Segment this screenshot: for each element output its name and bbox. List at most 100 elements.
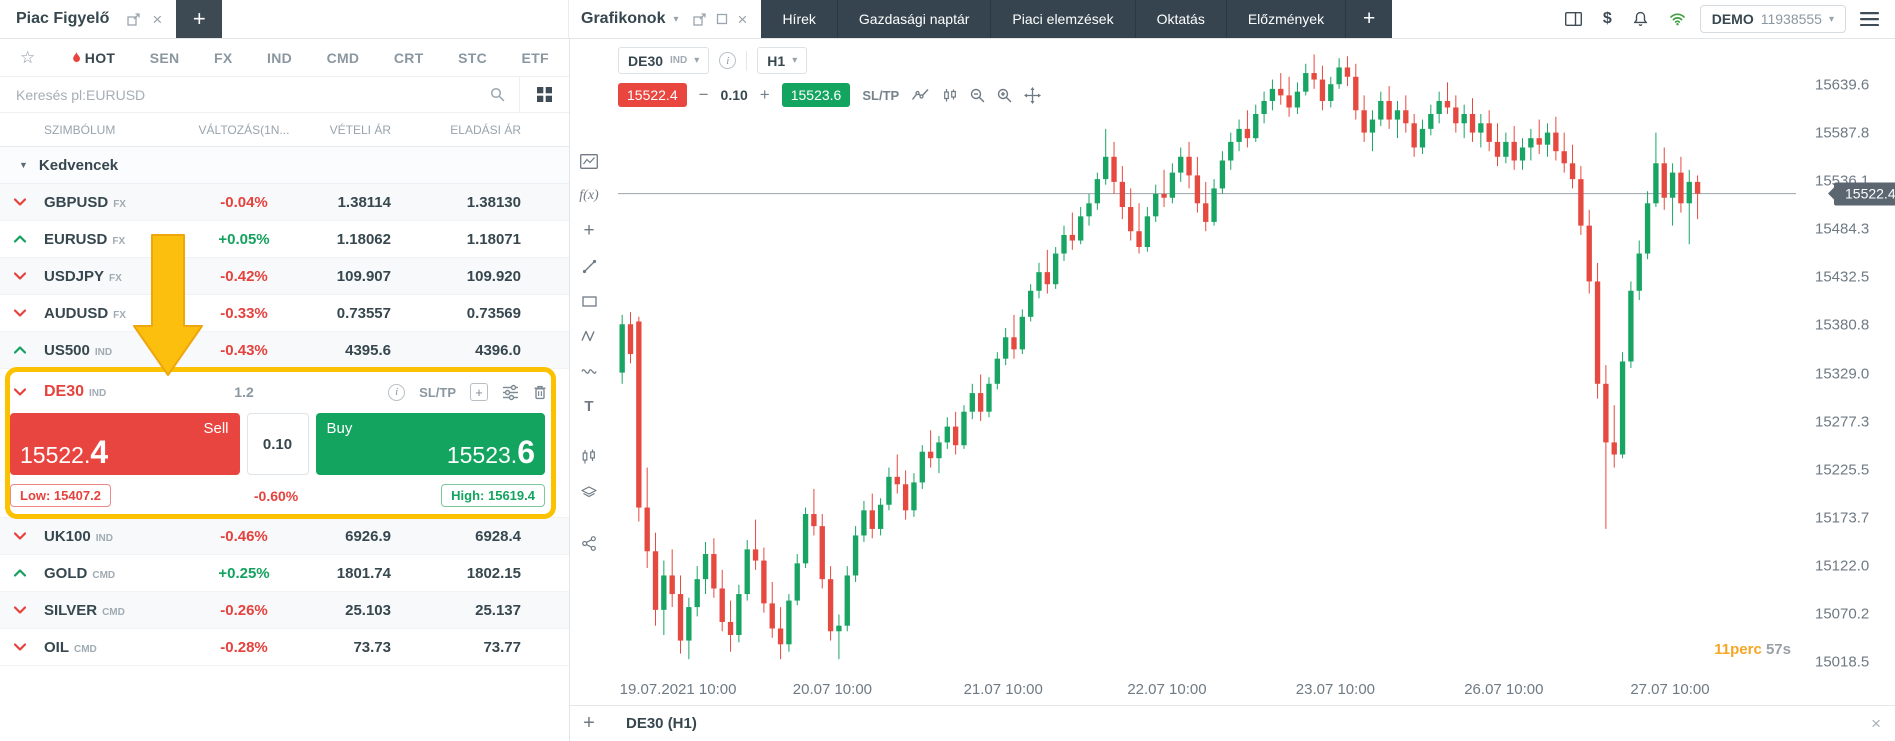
nav-economic-calendar[interactable]: Gazdasági naptár [838,0,992,38]
favorites-star-icon[interactable]: ☆ [20,47,36,67]
buy-price-badge[interactable]: 15523.6 [781,83,851,107]
watchlist-row[interactable]: US500 IND -0.43% 4395.6 4396.0 [0,332,569,369]
volume-value[interactable]: 0.10 [720,87,748,103]
column-change[interactable]: VÁLTOZÁS(1N... [198,122,290,137]
cashier-icon[interactable]: $ [1602,10,1612,27]
sltp-toggle[interactable]: SL/TP [862,87,900,103]
settings-sliders-icon[interactable] [502,384,519,401]
watchlist-row[interactable]: GOLD CMD +0.25% 1801.74 1802.15 [0,555,569,592]
chart-area[interactable]: DE30 IND ▾ i H1 ▾ 15522.4 − 0.10 + 15523… [608,39,1895,705]
add-chart-tab-button[interactable]: + [583,712,595,734]
candle-pattern-icon[interactable] [578,447,600,467]
ask-price: 109.920 [466,267,521,285]
watchlist-row[interactable]: EURUSD FX +0.05% 1.18062 1.18071 [0,221,569,258]
change-percent: -0.26% [220,601,268,619]
zoom-out-icon[interactable] [970,88,985,103]
chevron-down-icon: ▾ [694,55,700,66]
menu-icon[interactable] [1860,12,1879,26]
sell-price-badge[interactable]: 15522.4 [618,83,687,107]
watchlist-row[interactable]: SILVER CMD -0.26% 25.103 25.137 [0,592,569,629]
timeframe-selector[interactable]: H1 ▾ [757,47,808,74]
text-tool-icon[interactable]: T [584,397,594,415]
tab-crt[interactable]: CRT [393,49,424,66]
bell-icon[interactable] [1633,11,1648,27]
close-tab-icon[interactable]: × [1871,713,1881,733]
watchlist-row[interactable]: AUDUSD FX -0.33% 0.73557 0.73569 [0,295,569,332]
candle-chart-type-icon[interactable] [942,88,958,103]
layout-icon[interactable] [1564,12,1582,26]
watchlist-row[interactable]: USDJPY FX -0.42% 109.907 109.920 [0,258,569,295]
add-order-icon[interactable]: + [470,383,488,401]
watchlist-row[interactable]: OIL CMD -0.28% 73.73 73.77 [0,629,569,666]
nav-education[interactable]: Oktatás [1136,0,1227,38]
bid-price: 73.73 [353,638,391,656]
volume-decrease-button[interactable]: − [698,85,709,104]
tab-cmd[interactable]: CMD [326,49,360,66]
search-icon[interactable] [490,87,505,102]
sltp-toggle[interactable]: SL/TP [419,384,456,400]
nav-market-analysis[interactable]: Piaci elemzések [991,0,1136,38]
column-ask[interactable]: ELADÁSI ÁR [450,122,521,137]
view-mode-grid-icon[interactable] [519,77,569,112]
current-price-label: 15522.4 [1834,182,1895,206]
zoom-in-icon[interactable] [997,88,1012,103]
buy-button[interactable]: Buy 15523. 6 [315,413,545,475]
time-axis[interactable]: 19.07.2021 10:00 20.07 10:00 21.07 10:00 22… [619,681,1710,698]
popout-icon[interactable] [127,12,141,26]
watchlist-row[interactable]: UK100 IND -0.46% 6926.9 6928.4 [0,518,569,555]
tab-fx[interactable]: FX [213,49,233,66]
add-tool-icon[interactable]: + [583,220,595,241]
rectangle-tool-icon[interactable] [578,291,600,311]
chart-panel: f(x) + T [569,39,1895,741]
tab-sen[interactable]: SEN [149,49,180,66]
tab-ind[interactable]: IND [267,49,293,66]
candlestick-chart[interactable] [618,47,1796,675]
daily-high-badge: High: 15619.4 [441,484,545,507]
tab-etf[interactable]: ETF [521,49,549,66]
share-icon[interactable] [578,533,600,553]
popout-icon[interactable] [692,12,706,26]
nav-news[interactable]: Hírek [761,0,838,38]
chart-panel-title[interactable]: Grafikonok [581,10,666,27]
line-chart-type-icon[interactable] [911,88,930,102]
tab-stc[interactable]: STC [458,49,488,66]
trend-chevron-icon [14,388,44,396]
symbol-class: CMD [102,606,125,618]
column-symbol[interactable]: SZIMBÓLUM [44,122,116,137]
bid-price: 109.907 [336,267,391,285]
trash-icon[interactable] [533,385,547,400]
info-icon[interactable]: i [719,52,737,69]
instrument-selector[interactable]: DE30 IND ▾ [618,47,710,74]
pan-move-icon[interactable] [1024,86,1042,104]
search-input[interactable] [0,77,476,112]
nav-add-tab[interactable]: + [1362,7,1376,30]
tab-hot[interactable]: HOT [70,50,115,66]
symbol-class: IND [94,346,113,358]
watchlist-row[interactable]: GBPUSD FX -0.04% 1.38114 1.38130 [0,184,569,221]
close-chart-icon[interactable]: × [737,9,748,29]
ask-price: 6928.4 [475,527,521,545]
close-panel-icon[interactable]: × [152,9,163,29]
pattern-zigzag-icon[interactable] [578,326,600,346]
account-selector[interactable]: DEMO 11938555 ▾ [1699,5,1846,33]
trendline-tool-icon[interactable] [578,256,600,276]
chart-tab-de30-h1[interactable]: DE30 (H1) [626,715,697,732]
layers-icon[interactable] [578,482,600,502]
daily-low-badge: Low: 15407.2 [10,484,111,507]
maximize-icon[interactable] [716,13,728,25]
info-icon[interactable]: i [388,383,406,401]
connection-wifi-icon[interactable] [1669,12,1686,26]
wave-tool-icon[interactable] [578,361,600,381]
chart-view-icon[interactable] [578,151,600,171]
add-watchlist-tab[interactable]: + [176,0,223,38]
volume-input[interactable]: 0.10 [246,413,309,475]
price-axis[interactable]: 15639.6 15587.8 15536.1 15484.3 15432.5 15380… [1815,76,1870,671]
de30-header-row[interactable]: DE30 IND 1.2 i SL/TP + [0,373,569,411]
sell-button[interactable]: Sell 15522. 4 [10,413,240,475]
column-bid[interactable]: VÉTELI ÁR [329,122,391,137]
indicators-fx-icon[interactable]: f(x) [579,188,599,203]
nav-history[interactable]: Előzmények [1227,0,1347,38]
chevron-down-icon[interactable]: ▾ [673,13,679,25]
favorites-group-header[interactable]: ▼ Kedvencek [0,147,569,184]
volume-increase-button[interactable]: + [759,85,770,104]
